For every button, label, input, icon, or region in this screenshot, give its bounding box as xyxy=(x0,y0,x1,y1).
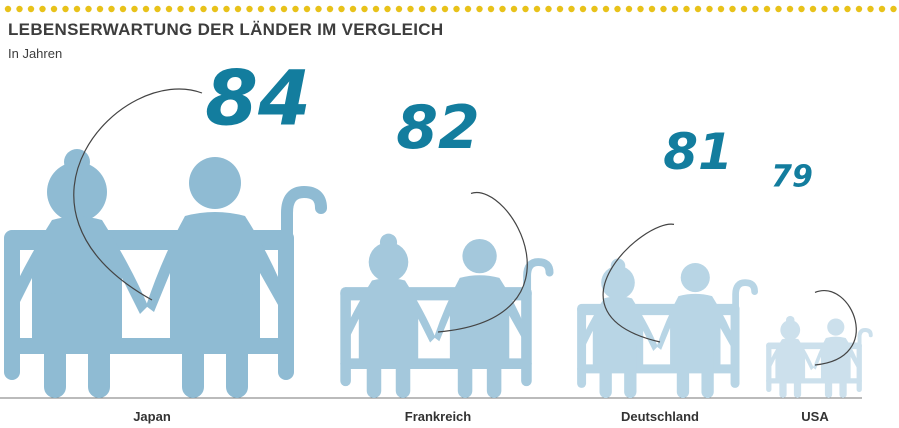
leader-arc-frankreich xyxy=(437,191,528,333)
figure-group-frankreich xyxy=(340,233,554,398)
leader-arc-japan xyxy=(73,88,203,301)
figure-group-japan xyxy=(4,149,327,398)
figure-group-deutschland xyxy=(577,258,759,398)
value-label-japan: 84 xyxy=(205,54,311,143)
category-label-japan: Japan xyxy=(133,409,171,424)
chart-subtitle: In Jahren xyxy=(8,46,63,61)
category-label-frankreich: Frankreich xyxy=(405,409,472,424)
leader-arc-usa xyxy=(814,290,857,366)
leader-arc-deutschland xyxy=(602,223,675,343)
value-label-usa: 79 xyxy=(771,160,813,195)
category-label-deutschland: Deutschland xyxy=(621,409,699,424)
figure-group-usa xyxy=(766,315,873,398)
chart-title: LEBENSERWARTUNG DER LÄNDER IM VERGLEICH xyxy=(8,20,444,39)
value-label-deutschland: 81 xyxy=(663,123,733,181)
value-label-frankreich: 82 xyxy=(396,93,480,163)
decorative-dot-border xyxy=(4,5,897,13)
category-label-usa: USA xyxy=(801,409,829,424)
